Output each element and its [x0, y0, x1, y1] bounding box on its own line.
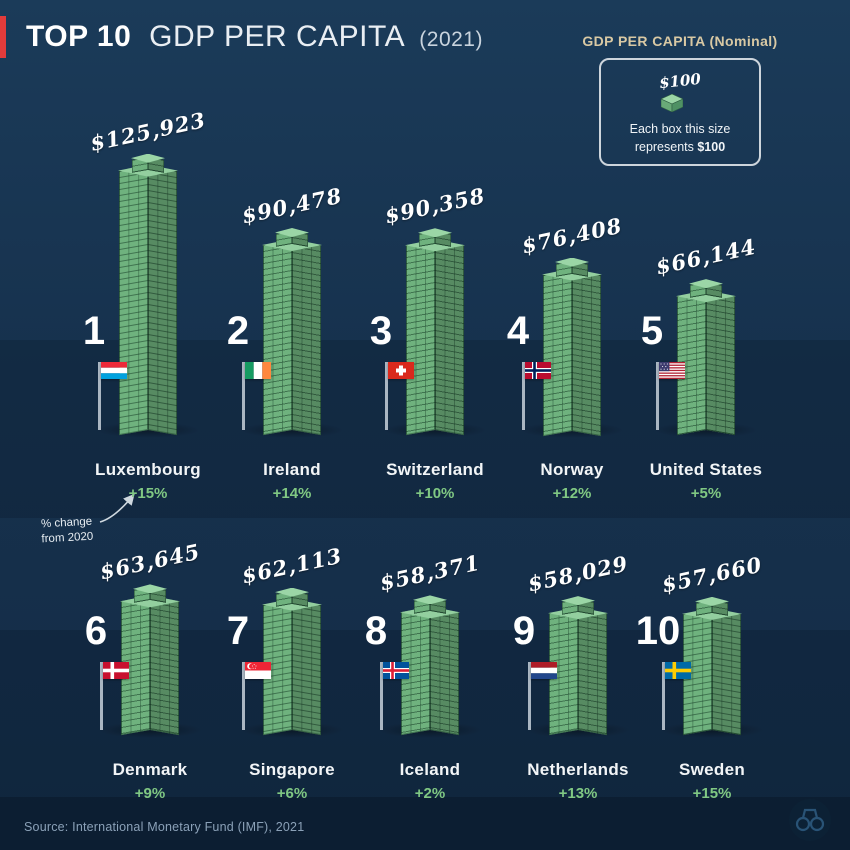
money-tower	[120, 584, 180, 736]
money-box-icon	[661, 94, 683, 112]
rank-number: 8	[364, 609, 388, 653]
legend-note-line2: represents	[634, 139, 698, 154]
money-tower	[262, 228, 322, 436]
money-tower	[542, 257, 602, 436]
flag-ireland-icon	[245, 362, 271, 379]
flag-singapore-icon	[245, 662, 271, 679]
title-top10: TOP 10	[26, 20, 132, 53]
money-tower	[262, 587, 322, 736]
legend-note-bold: $100	[697, 139, 726, 154]
rank-number: 3	[369, 309, 393, 353]
flagpole	[100, 662, 129, 730]
country-name: Denmark	[112, 760, 188, 779]
flag-denmark-icon	[103, 662, 129, 679]
flag-switzerland-icon	[388, 362, 414, 379]
flagpole	[528, 662, 557, 730]
country-column-sweden: $57,660 10 Sweden +15%	[622, 402, 802, 802]
country-column-ireland: $90,478 2 Ireland +14%	[202, 102, 382, 502]
flagpole	[98, 362, 127, 430]
title-year: (2021)	[419, 28, 483, 51]
rank-number: 5	[640, 309, 664, 353]
rank-number: 10	[635, 609, 681, 653]
flag-luxembourg-icon	[101, 362, 127, 379]
annotation-arrow-icon	[99, 493, 135, 523]
change-percent: +10%	[415, 485, 455, 502]
money-tower	[682, 596, 742, 736]
money-tower	[405, 228, 465, 436]
money-tower	[548, 596, 608, 736]
flagpole	[385, 362, 414, 430]
money-tower	[118, 153, 178, 436]
legend-note: Each box this size represents $100	[601, 121, 759, 156]
title-main: GDP PER CAPITA	[149, 20, 404, 53]
flagpole	[522, 362, 551, 430]
change-percent: +15%	[692, 785, 732, 802]
change-percent: +2%	[414, 785, 446, 802]
country-name: United States	[649, 460, 763, 479]
tower-left-face	[119, 165, 148, 436]
country-name: Norway	[540, 460, 604, 479]
change-percent: +14%	[272, 485, 312, 502]
tower-cap	[131, 153, 165, 173]
rank-number: 1	[82, 309, 106, 353]
country-name: Luxembourg	[95, 460, 201, 479]
country-name: Singapore	[249, 760, 335, 779]
accent-mark	[0, 16, 6, 58]
flagpole	[656, 362, 685, 430]
footer-band	[0, 797, 850, 850]
country-name: Ireland	[263, 460, 321, 479]
tower-right-face	[148, 165, 177, 436]
country-name: Iceland	[399, 760, 461, 779]
flagpole	[380, 662, 409, 730]
flag-netherlands-icon	[531, 662, 557, 679]
country-column-singapore: $62,113 7 Singapore +6%	[202, 402, 382, 802]
rank-number: 7	[226, 609, 250, 653]
change-percent: +13%	[558, 785, 598, 802]
country-column-switzerland: $90,358 3 Switzerland +10%	[345, 102, 525, 502]
flagpole	[242, 362, 271, 430]
legend-heading: GDP PER CAPITA (Nominal)	[582, 33, 778, 49]
country-column-denmark: $63,645 6 Denmark +9%	[60, 402, 240, 802]
flag-norway-icon	[525, 362, 551, 379]
country-column-luxembourg: $125,923 1 Luxembourg +15%	[58, 102, 238, 502]
flagpole	[242, 662, 271, 730]
flag-sweden-icon	[665, 662, 691, 679]
visual-capitalist-logo	[789, 799, 831, 841]
change-percent: +6%	[276, 785, 308, 802]
country-name: Sweden	[678, 760, 746, 779]
change-percent: +15%	[128, 485, 168, 502]
change-percent: +5%	[690, 485, 722, 502]
country-column-united-states: $66,144 5 United States +5%	[616, 102, 796, 502]
country-column-norway: $76,408 4 Norway +12%	[482, 102, 662, 502]
country-name: Switzerland	[386, 460, 484, 479]
rank-number: 6	[84, 609, 108, 653]
source-note: Source: International Monetary Fund (IMF…	[24, 820, 305, 834]
legend-box: $100 Each box this size represents $100	[599, 58, 761, 166]
rank-number: 4	[506, 309, 530, 353]
country-column-netherlands: $58,029 9 Netherlands +13%	[488, 402, 668, 802]
flag-united-states-icon	[659, 362, 685, 379]
flag-iceland-icon	[383, 662, 409, 679]
change-percent: +9%	[134, 785, 166, 802]
rank-number: 2	[226, 309, 250, 353]
change-percent: +12%	[552, 485, 592, 502]
country-name: Netherlands	[527, 760, 629, 779]
country-column-iceland: $58,371 8 Iceland +2%	[340, 402, 520, 802]
page-title: TOP 10 GDP PER CAPITA (2021)	[26, 20, 483, 54]
legend-note-line1: Each box this size	[629, 122, 731, 136]
rank-number: 9	[512, 609, 536, 653]
money-tower	[400, 595, 460, 736]
flagpole	[662, 662, 691, 730]
money-tower	[676, 279, 736, 436]
